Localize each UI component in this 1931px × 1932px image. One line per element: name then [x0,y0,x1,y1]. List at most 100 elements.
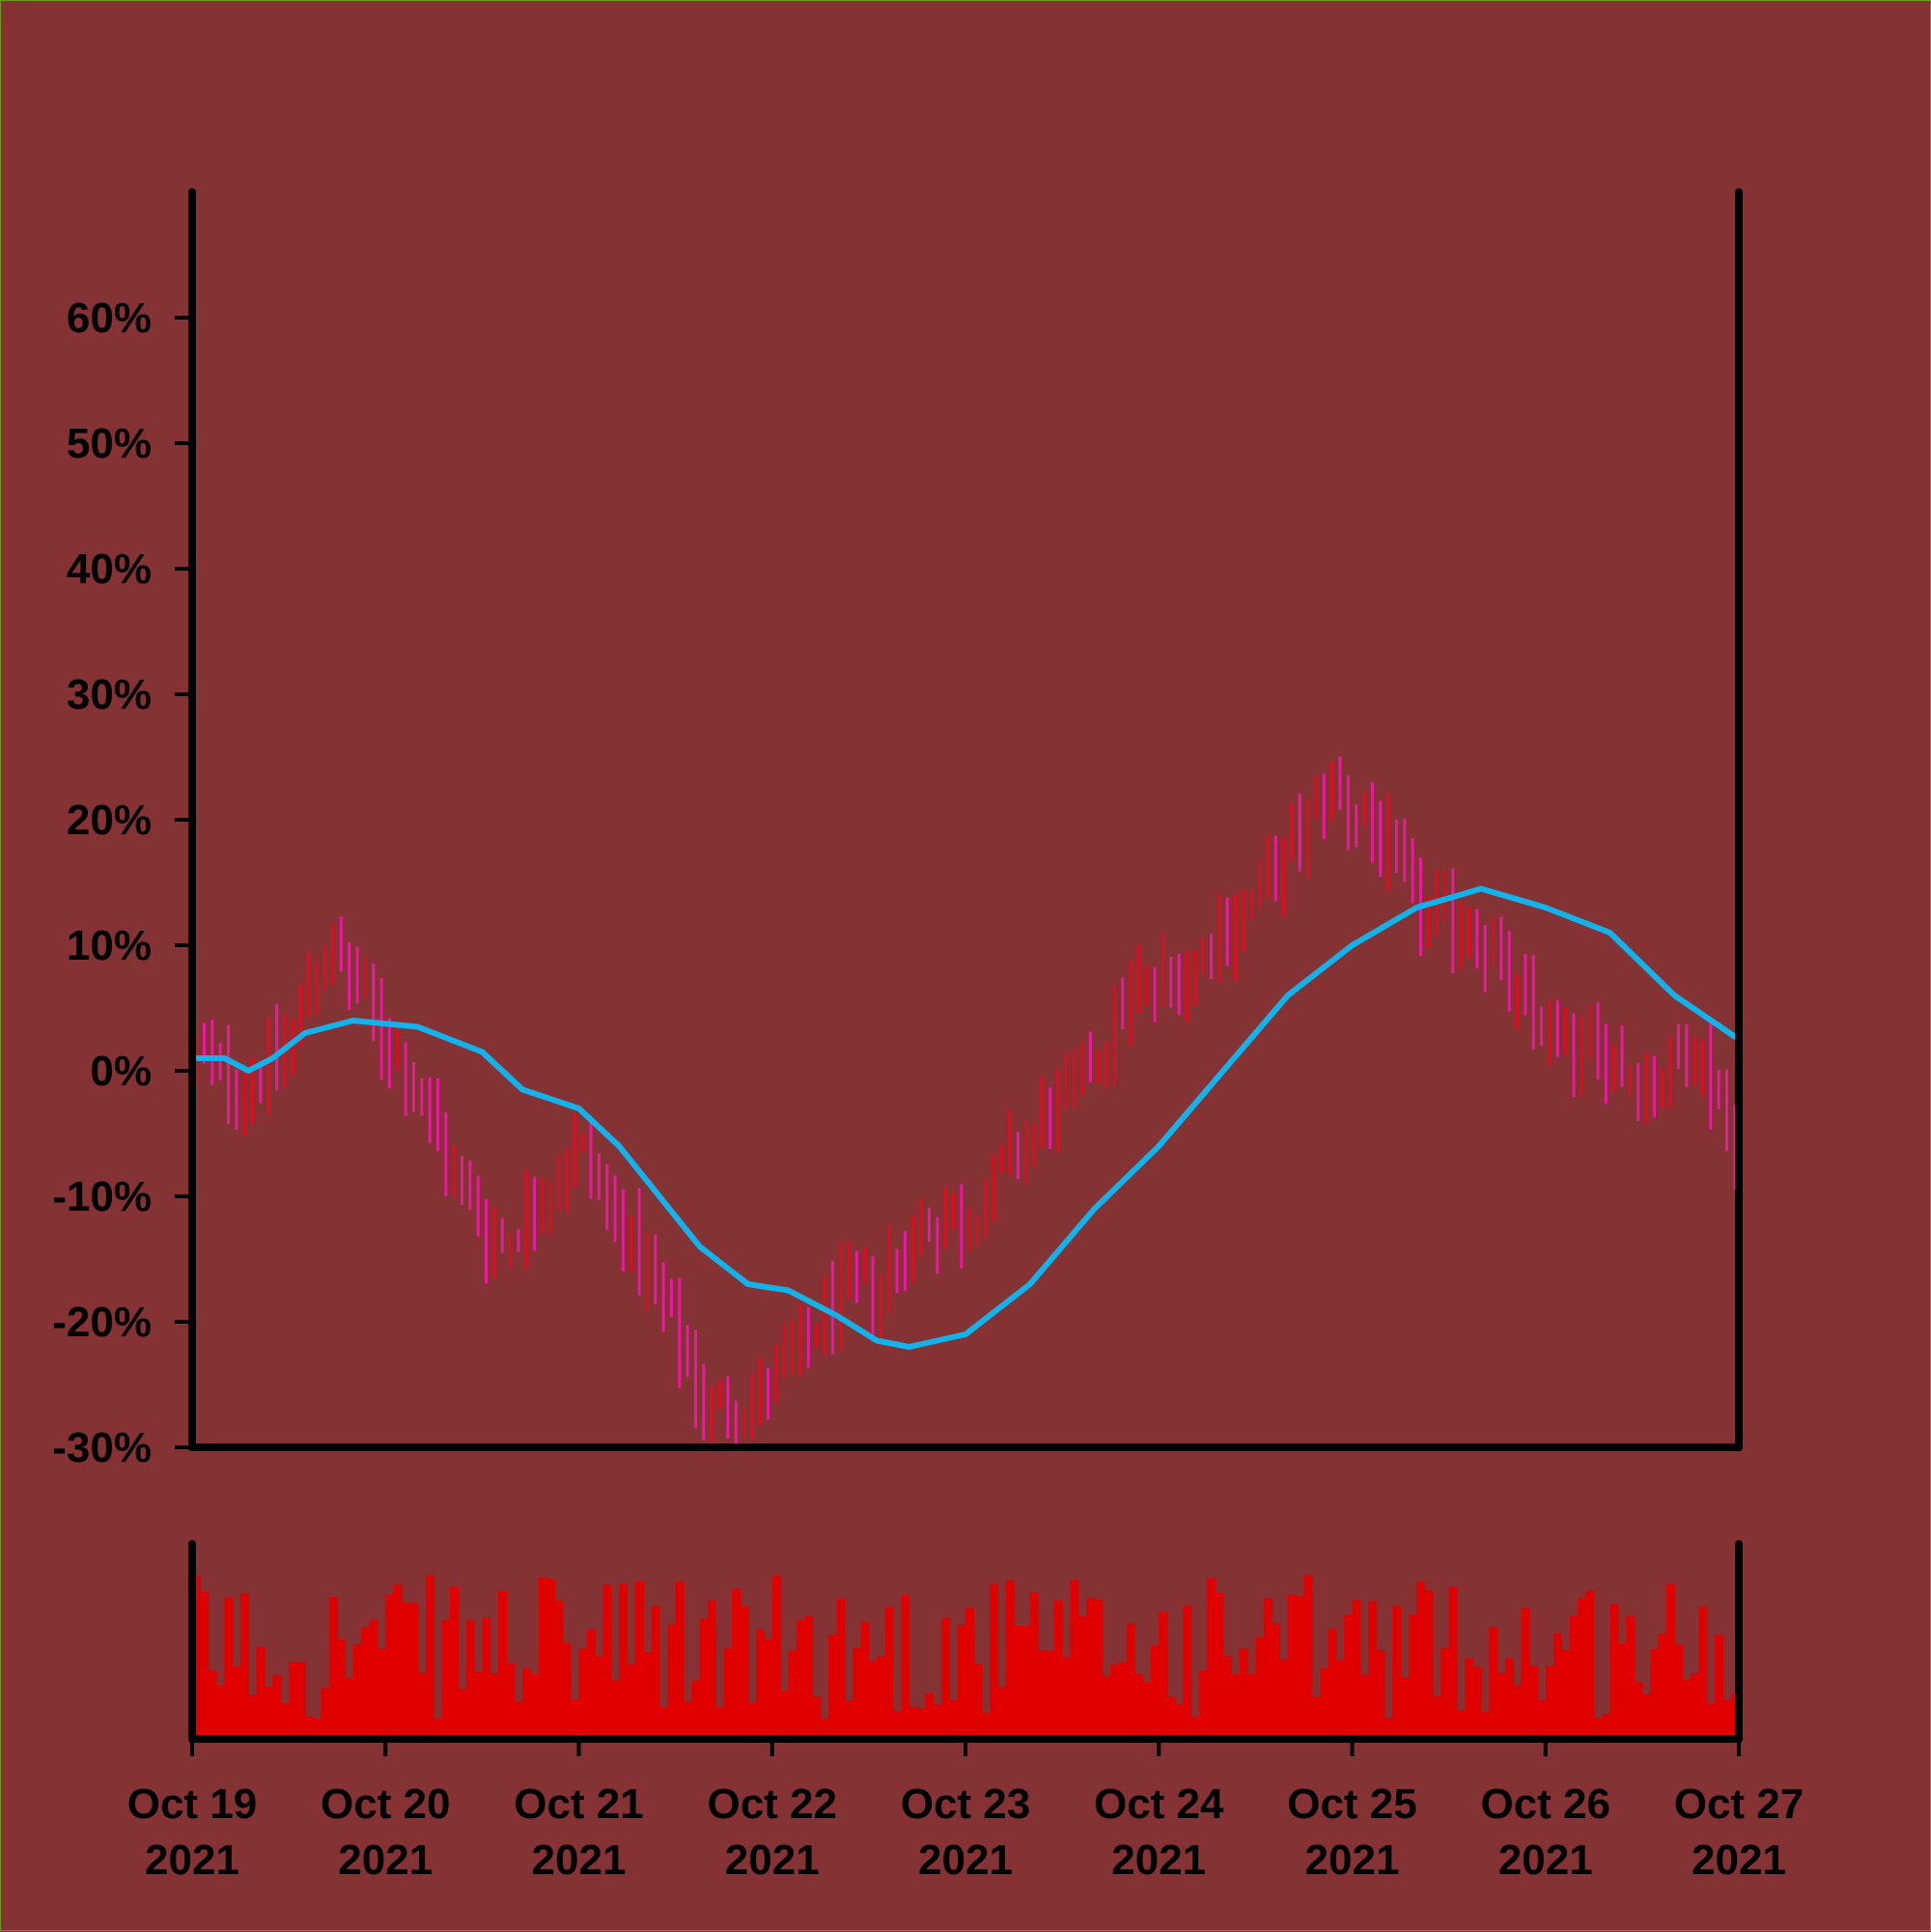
volume-bar [812,1695,822,1739]
volume-bar [1223,1656,1232,1739]
x-tick-label: Oct 20 2021 [321,1780,451,1884]
volume-bar [216,1685,225,1739]
volume-bar [1690,1672,1699,1739]
volume-bar [1070,1580,1079,1739]
y-tick-label: -10% [52,1173,152,1220]
volume-bar [1674,1643,1684,1739]
volume-bar [1303,1575,1313,1739]
volume-bar [1102,1676,1111,1739]
volume-bar [860,1622,870,1739]
volume-bar [966,1607,974,1739]
volume-bar [844,1699,854,1739]
volume-bar [1368,1601,1378,1739]
volume-bar [1505,1658,1514,1739]
volume-bar [715,1707,725,1739]
volume-bar [780,1691,790,1739]
volume-bar [571,1699,580,1739]
volume-bar [610,1680,620,1739]
volume-bar [328,1596,338,1739]
volume-bar [1722,1699,1732,1739]
volume-bar [1609,1604,1619,1739]
volume-bar [401,1603,410,1739]
volume-bar [916,1708,926,1739]
volume-bar [764,1639,773,1739]
volume-bar [634,1581,644,1739]
volume-bar [997,1687,1007,1739]
y-tick-label: 60% [67,294,152,342]
y-tick-label: 0% [90,1048,152,1095]
y-tick-label: -30% [52,1424,152,1471]
volume-bar [1021,1625,1031,1739]
x-tick-label: Oct 25 2021 [1287,1780,1417,1884]
volume-bar [506,1663,516,1739]
x-tick-label: Oct 24 2021 [1094,1780,1224,1884]
volume-bar [538,1577,547,1739]
volume-bar [562,1643,572,1739]
volume-bar [546,1578,556,1739]
volume-bar [1134,1673,1144,1739]
volume-bar [1448,1586,1458,1739]
x-tick-label: Oct 22 2021 [707,1780,837,1884]
volume-bar [313,1719,322,1739]
volume-bar [280,1703,290,1739]
volume-bar [1198,1670,1208,1739]
y-tick-label: 40% [67,546,152,593]
volume-bar [272,1674,282,1739]
volume-bar [1279,1659,1289,1739]
volume-bar [1190,1717,1200,1739]
volume-bar [675,1582,685,1739]
volume-bar [1698,1607,1708,1739]
volume-bar [788,1651,798,1739]
volume-bar [578,1647,588,1739]
volume-bar [796,1620,805,1739]
x-tick-label: Oct 21 2021 [514,1780,644,1884]
volume-bar [1287,1594,1297,1739]
volume-bar [369,1620,378,1739]
volume-bar [1263,1598,1273,1739]
volume-bar [1183,1605,1192,1739]
volume-bar [1602,1714,1611,1739]
volume-bar [1441,1647,1450,1739]
volume-bar [200,1591,210,1739]
volume-bar [933,1704,942,1739]
volume-bar [1174,1703,1184,1739]
volume-bar [377,1648,386,1739]
volume-bar [256,1646,266,1739]
volume-bar [345,1677,354,1739]
volume-bar [441,1620,451,1739]
volume-bar [1247,1674,1256,1739]
volume-bar [949,1699,959,1739]
volume-bar [1481,1711,1490,1739]
volume-bar [1497,1672,1506,1739]
volume-bar [973,1664,983,1739]
volume-bar [352,1644,362,1739]
volume-bar [1392,1606,1402,1739]
volume-bar [240,1593,250,1739]
volume-bar [1150,1645,1160,1739]
volume-bar [595,1656,604,1739]
volume-bar [925,1693,935,1739]
volume-bar [627,1665,636,1739]
tick-labels-layer: 60% 50% 40% 30% 20% 10% 0% -10% -20% -30% Oct 19 20… [52,294,1804,1884]
volume-bar [820,1719,829,1739]
volume-bar [1714,1634,1723,1739]
volume-bar [1400,1677,1410,1739]
volume-bar [909,1707,918,1739]
volume-bar [1706,1703,1716,1739]
volume-bar [1126,1623,1135,1739]
volume-bar [1424,1589,1434,1739]
volume-bar [699,1618,709,1739]
volume-bars-layer [192,1575,1740,1739]
volume-bar [691,1680,701,1739]
volume-bar [868,1661,878,1739]
volume-bar [804,1615,814,1739]
volume-bar [1665,1583,1675,1739]
volume-bar [1029,1592,1039,1739]
volume-bar [465,1620,475,1739]
volume-bar [248,1694,258,1739]
volume-bar [1384,1718,1393,1739]
volume-bar [1617,1643,1627,1739]
volume-bar [224,1597,234,1739]
volume-bar [940,1617,950,1739]
